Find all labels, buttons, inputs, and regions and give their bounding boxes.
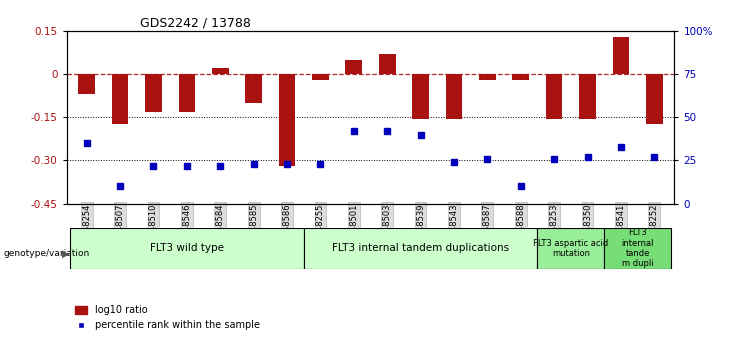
Bar xyxy=(312,74,329,80)
Bar xyxy=(546,74,562,119)
Bar xyxy=(613,37,629,74)
Bar xyxy=(112,74,128,125)
Text: FLT3
internal
tande
m dupli: FLT3 internal tande m dupli xyxy=(622,228,654,268)
Bar xyxy=(412,74,429,119)
Text: FLT3 wild type: FLT3 wild type xyxy=(150,244,224,253)
Bar xyxy=(479,74,496,80)
Text: FLT3 aspartic acid
mutation: FLT3 aspartic acid mutation xyxy=(534,239,608,258)
Bar xyxy=(379,54,396,74)
Bar xyxy=(179,74,195,111)
FancyBboxPatch shape xyxy=(70,228,304,269)
Text: GDS2242 / 13788: GDS2242 / 13788 xyxy=(139,17,250,30)
Bar xyxy=(212,68,229,74)
Bar xyxy=(245,74,262,103)
Bar xyxy=(345,60,362,74)
Legend: log10 ratio, percentile rank within the sample: log10 ratio, percentile rank within the … xyxy=(72,302,264,334)
Bar xyxy=(145,74,162,111)
Bar xyxy=(646,74,662,125)
Text: FLT3 internal tandem duplications: FLT3 internal tandem duplications xyxy=(332,244,509,253)
Bar xyxy=(512,74,529,80)
Bar xyxy=(445,74,462,119)
Bar xyxy=(279,74,296,166)
FancyBboxPatch shape xyxy=(304,228,537,269)
Bar xyxy=(79,74,95,94)
FancyBboxPatch shape xyxy=(604,228,671,269)
Bar xyxy=(579,74,596,119)
Text: genotype/variation: genotype/variation xyxy=(4,249,90,258)
Text: ▶: ▶ xyxy=(62,249,69,258)
FancyBboxPatch shape xyxy=(537,228,604,269)
